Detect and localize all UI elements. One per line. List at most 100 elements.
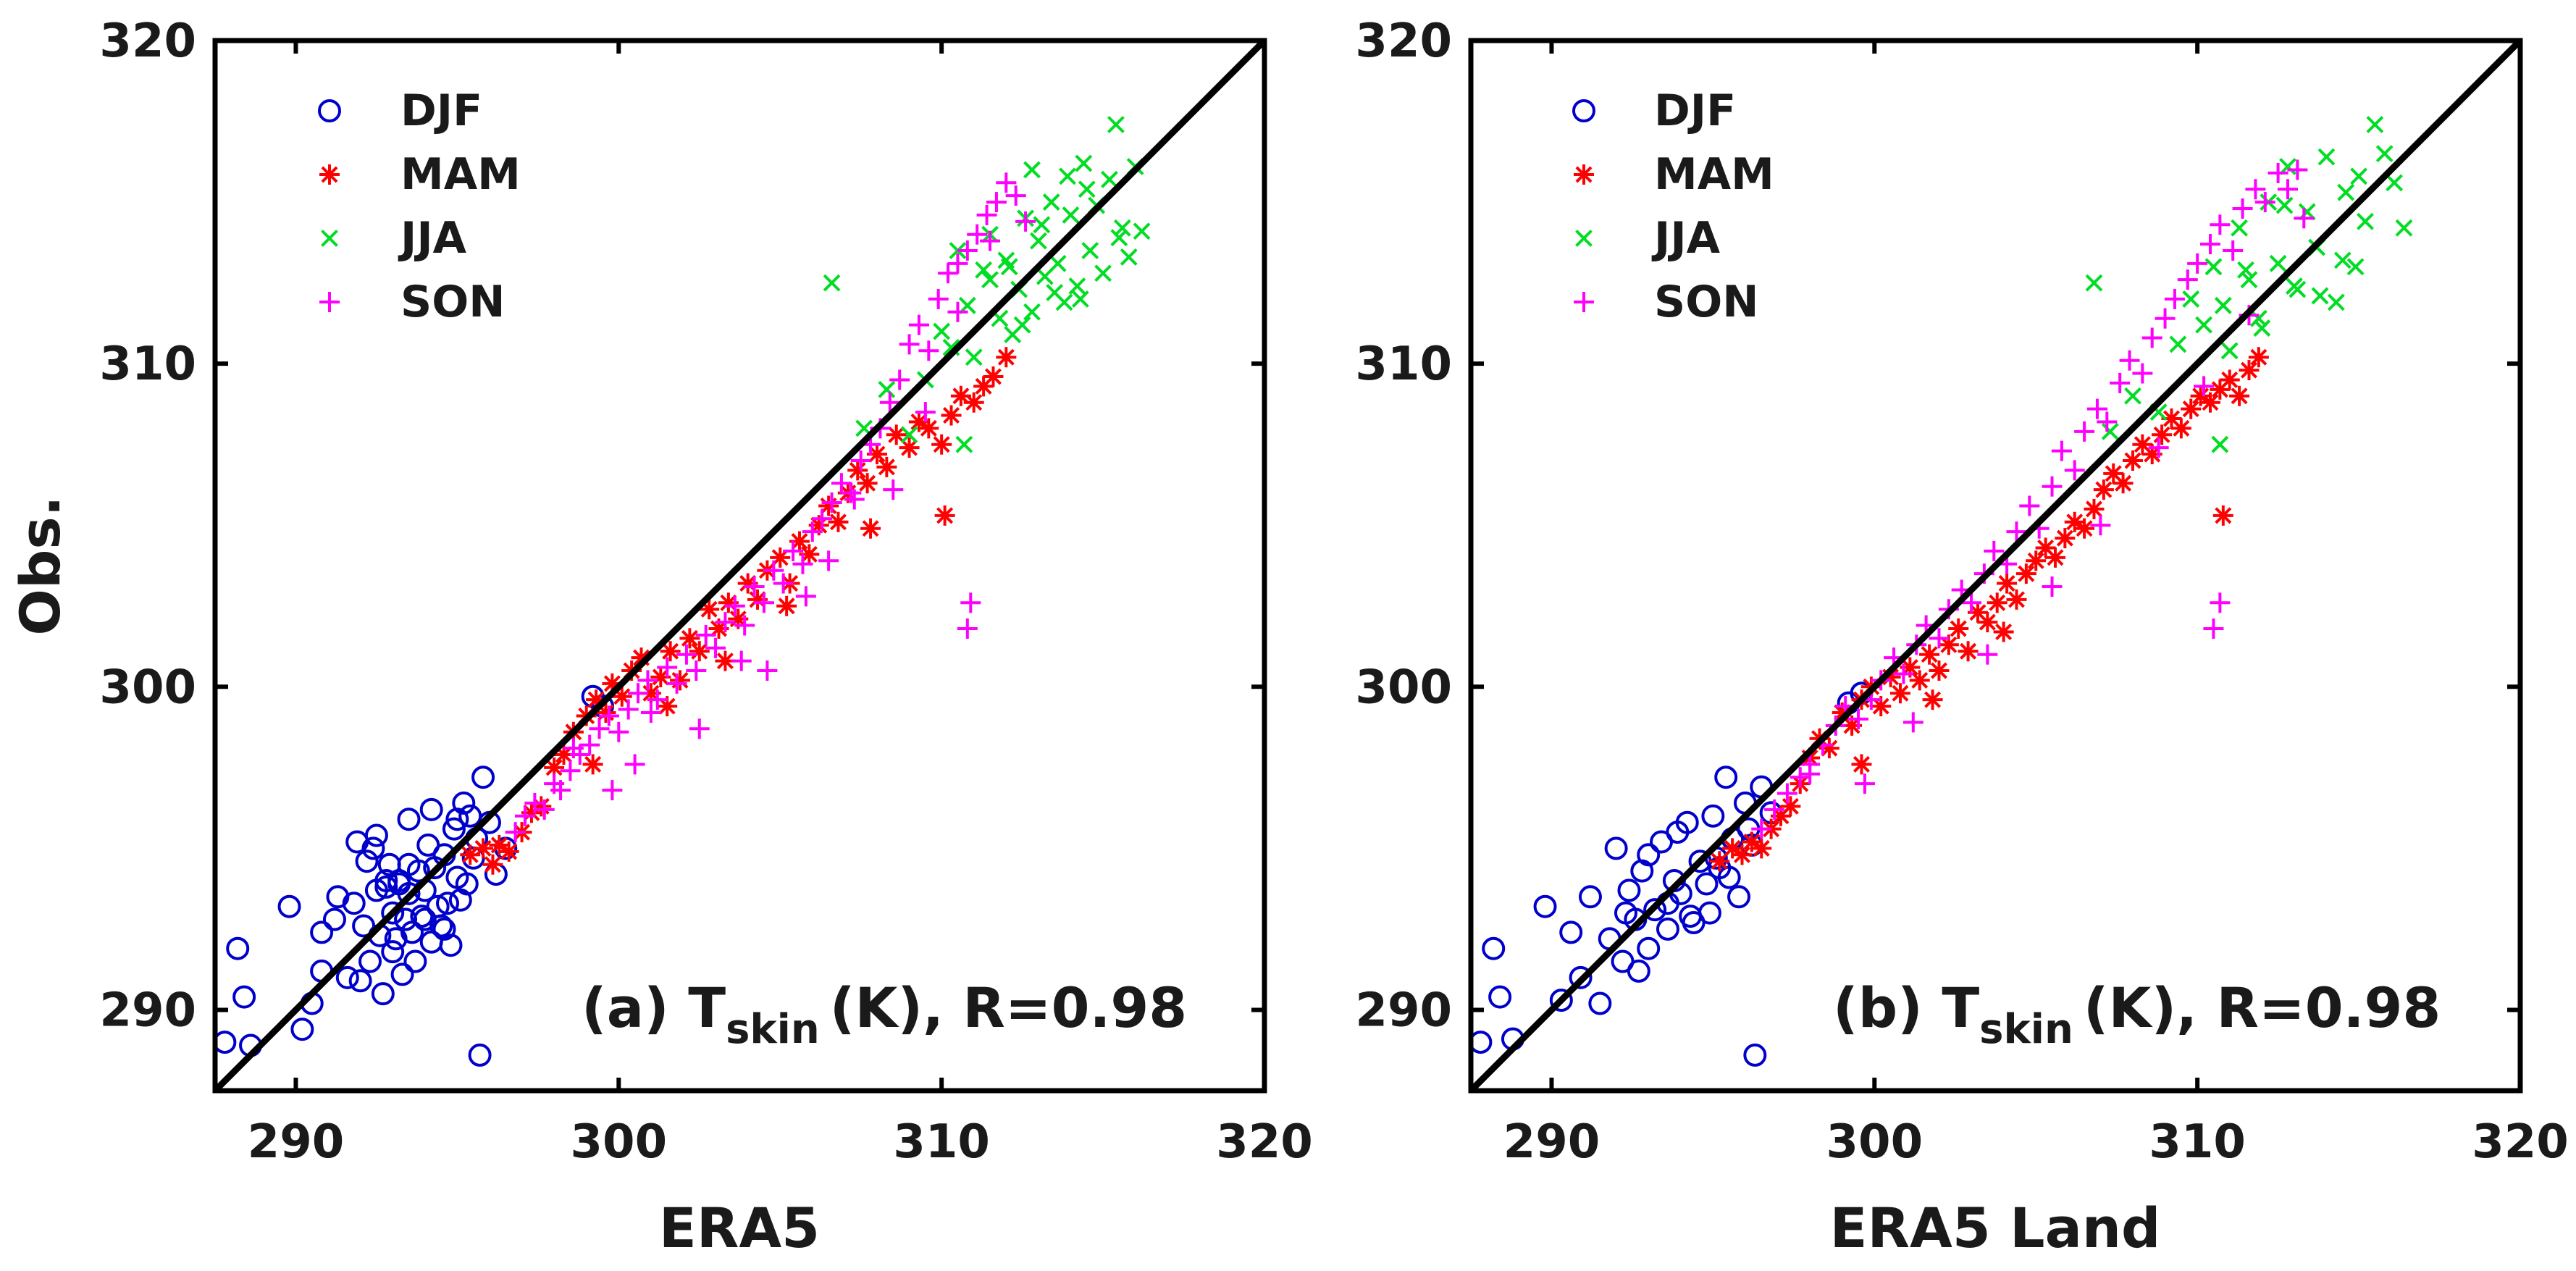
point-son-a (753, 592, 774, 613)
point-jja-b (2253, 319, 2271, 337)
point-djf-a (442, 817, 466, 841)
point-mam-a (857, 473, 878, 494)
legend-marker-djf-b (1572, 99, 1595, 122)
point-djf-b (1666, 821, 1690, 844)
point-mam-a (689, 641, 710, 662)
point-son-a (657, 657, 678, 678)
point-mam-b (1851, 754, 1872, 775)
point-mam-b (2044, 547, 2065, 568)
point-mam-b (2093, 479, 2114, 500)
point-djf-b (1569, 965, 1593, 989)
point-son-a (889, 369, 910, 390)
point-son-b (2064, 460, 2085, 481)
point-djf-a (381, 940, 405, 964)
legend-b: DJF MAM JJA SON (1572, 85, 1774, 327)
legend-label-mam-b: MAM (1654, 149, 1774, 200)
point-jja-a (965, 348, 983, 366)
point-djf-b (1637, 843, 1661, 867)
point-mam-b (1948, 618, 1969, 639)
point-son-b (2254, 192, 2275, 213)
point-son-b (2232, 198, 2253, 219)
point-son-a (773, 573, 794, 594)
point-son-b (1984, 540, 2005, 561)
point-son-a (505, 822, 526, 843)
point-djf-b (1617, 878, 1641, 902)
point-jja-a (1081, 242, 1099, 259)
point-son-b (2164, 288, 2185, 309)
point-son-a (628, 683, 649, 704)
point-mam-a (918, 418, 939, 439)
point-djf-b (1701, 804, 1725, 828)
point-son-a (666, 673, 687, 694)
legend-label-jja-b: JJA (1651, 213, 1721, 264)
point-djf-b (1698, 901, 1721, 925)
point-son-a (996, 172, 1017, 193)
x-tick-label-310-a: 310 (893, 1115, 990, 1169)
point-son-b (1902, 712, 1923, 733)
point-djf-b (1717, 865, 1741, 889)
x-tick-label-290-a: 290 (248, 1115, 345, 1169)
point-son-a (928, 288, 949, 309)
point-jja-b (2285, 277, 2303, 295)
point-son-b (1751, 818, 1772, 839)
point-jja-b (2327, 293, 2345, 311)
legend-item-son-b: SON (1574, 277, 1758, 327)
point-son-a (915, 402, 936, 423)
legend-item-jja-a: JJA (321, 213, 467, 264)
point-son-a (640, 702, 661, 723)
point-jja-a (1049, 254, 1067, 272)
point-djf-b (1643, 898, 1667, 922)
legend-item-djf-a: DJF (318, 85, 482, 136)
point-djf-a (397, 852, 421, 876)
point-son-b (2155, 308, 2176, 329)
point-mam-b (1709, 851, 1730, 872)
point-jja-a (933, 322, 951, 340)
point-son-b (2042, 476, 2063, 497)
point-mam-a (983, 366, 1004, 387)
point-jja-b (2395, 219, 2413, 237)
x-tick-label-320-b: 320 (2472, 1115, 2569, 1169)
point-djf-a (390, 962, 414, 986)
point-son-a (757, 660, 778, 681)
point-son-a (579, 734, 600, 755)
point-son-b (1776, 783, 1797, 804)
point-jja-b (2237, 261, 2254, 279)
point-mam-b (2248, 347, 2269, 368)
point-son-a (957, 618, 978, 639)
point-son-a (908, 314, 929, 335)
y-tick-label-290-b: 290 (1355, 983, 1452, 1037)
point-mam-a (498, 841, 519, 862)
legend-label-djf-b: DJF (1654, 85, 1736, 136)
subscript-skin-b: skin (1979, 1006, 2073, 1053)
point-son-a (715, 612, 736, 633)
point-son-b (2148, 437, 2169, 458)
point-djf-a (342, 892, 366, 915)
point-jja-a (1120, 248, 1138, 266)
point-jja-b (2375, 145, 2394, 163)
panel-a: 290 300 310 320 290 300 310 320 DJF MAM JJA SON (8, 14, 1313, 1260)
point-son-b (1893, 663, 1914, 684)
point-son-a (1015, 211, 1036, 232)
point-djf-b (1588, 991, 1612, 1015)
point-mam-b (2074, 518, 2095, 539)
point-son-b (2194, 376, 2215, 397)
point-son-a (686, 660, 707, 681)
point-mam-b (1732, 844, 1753, 865)
point-mam-a (963, 392, 984, 413)
point-djf-a (387, 872, 411, 896)
point-son-b (2210, 592, 2231, 613)
point-son-a (967, 224, 988, 245)
point-son-a (608, 721, 629, 742)
point-jja-b (2101, 422, 2119, 440)
point-son-a (624, 754, 645, 775)
point-son-a (957, 240, 978, 261)
point-djf-b (1604, 836, 1628, 860)
point-son-a (560, 760, 581, 781)
x-axis-label-a: ERA5 (659, 1196, 820, 1260)
point-djf-a (403, 949, 427, 973)
legend-label-djf-a: DJF (400, 85, 482, 136)
point-son-b (1790, 767, 1811, 788)
point-mam-b (2190, 385, 2211, 406)
point-mam-b (2026, 550, 2047, 571)
point-mam-a (931, 434, 952, 455)
